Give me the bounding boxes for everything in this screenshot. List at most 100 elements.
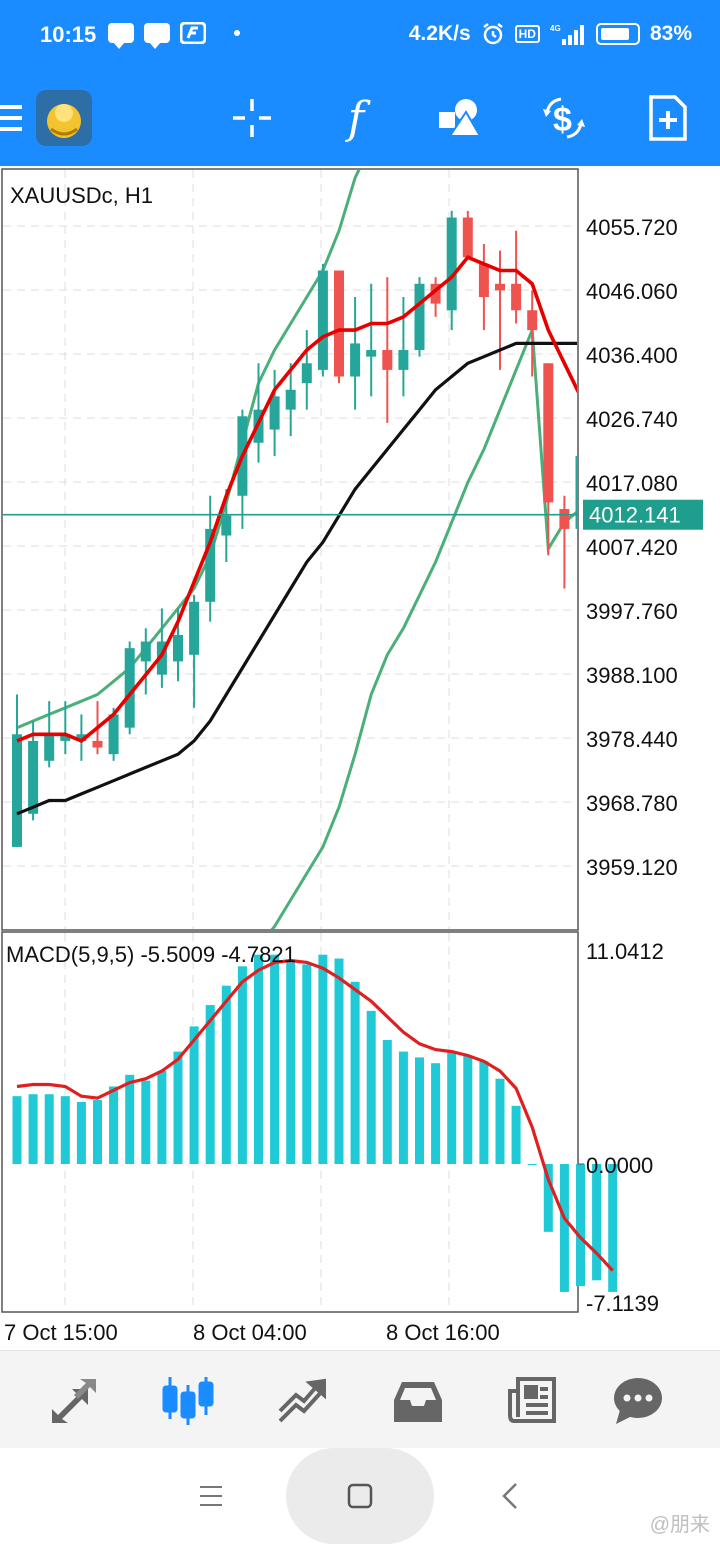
current-price-label: 4012.141 bbox=[589, 503, 681, 528]
battery-level: 83% bbox=[649, 22, 692, 45]
app-notification-icon bbox=[180, 22, 206, 44]
macd-label: MACD(5,9,5) -5.5009 -4.7821 bbox=[6, 942, 296, 967]
candle-bull bbox=[285, 389, 296, 410]
macd-histogram-bar bbox=[527, 1164, 537, 1165]
macd-histogram-bar bbox=[12, 1096, 22, 1164]
candle-bull bbox=[575, 456, 577, 529]
trade-nav-icon[interactable] bbox=[272, 1371, 332, 1431]
macd-histogram-bar bbox=[237, 966, 247, 1164]
candle-bear bbox=[495, 283, 505, 291]
news-icon[interactable] bbox=[502, 1371, 562, 1431]
message-icon bbox=[108, 23, 134, 49]
price-axis-label: 3959.120 bbox=[586, 855, 678, 880]
metatrader-logo-icon[interactable] bbox=[34, 88, 94, 148]
macd-histogram-bar bbox=[543, 1164, 553, 1232]
candle-bull bbox=[156, 641, 167, 675]
candles bbox=[12, 210, 577, 847]
macd-axis-label: 0.0000 bbox=[586, 1153, 653, 1178]
menu-icon[interactable] bbox=[0, 88, 46, 148]
macd-histogram-bar bbox=[141, 1080, 151, 1164]
macd-histogram-bar bbox=[270, 954, 280, 1164]
macd-histogram-bar bbox=[431, 1063, 441, 1164]
price-axis-label: 4017.080 bbox=[586, 471, 678, 496]
signal-icon: 4G bbox=[550, 24, 584, 45]
alarm-icon bbox=[482, 23, 503, 45]
indicators-icon[interactable]: f bbox=[326, 88, 386, 148]
battery-icon bbox=[595, 23, 640, 45]
candle-bear bbox=[511, 283, 522, 311]
chart-area[interactable]: 4055.720 4046.060 4036.400 4026.740 4017.080… bbox=[0, 166, 720, 1350]
candle-bull bbox=[366, 350, 377, 357]
macd-histogram-bar bbox=[93, 1100, 102, 1164]
candle-bull bbox=[76, 734, 87, 741]
objects-icon[interactable] bbox=[430, 88, 490, 148]
indicators-glyph: f bbox=[347, 92, 365, 144]
candle-bull bbox=[269, 396, 280, 430]
history-icon[interactable] bbox=[388, 1371, 448, 1431]
status-right: 4.2K/s HD 4G 83% bbox=[409, 22, 692, 46]
macd-histogram-bar bbox=[511, 1105, 521, 1164]
macd-histogram-bar bbox=[350, 981, 360, 1164]
candle-bull bbox=[140, 641, 151, 662]
macd-histogram-bar bbox=[463, 1055, 473, 1164]
macd-histogram-bar bbox=[495, 1078, 505, 1164]
macd-histogram-bar bbox=[318, 954, 328, 1164]
candle-bear bbox=[478, 263, 489, 298]
bollinger-bands bbox=[16, 170, 577, 929]
quotes-icon[interactable] bbox=[44, 1371, 104, 1431]
candle-bull bbox=[414, 283, 425, 351]
ma-black-line bbox=[16, 341, 577, 816]
bollinger-upper-line bbox=[16, 170, 577, 730]
bollinger-lower-line bbox=[270, 329, 577, 929]
price-axis-label: 3988.100 bbox=[586, 663, 678, 688]
macd-axis-label: 11.0412 bbox=[586, 939, 664, 964]
top-toolbar: f $ bbox=[0, 70, 720, 166]
new-order-icon[interactable] bbox=[638, 88, 698, 148]
chart-svg[interactable]: 4055.720 4046.060 4036.400 4026.740 4017.080… bbox=[0, 166, 720, 1350]
candle-bear bbox=[527, 310, 538, 331]
candle-bull bbox=[398, 350, 409, 370]
macd-histogram-bar bbox=[559, 1164, 569, 1292]
candle-bull bbox=[173, 634, 183, 662]
crosshair-icon[interactable] bbox=[222, 88, 282, 148]
time-axis-label: 8 Oct 04:00 bbox=[193, 1320, 307, 1345]
back-icon[interactable] bbox=[500, 1482, 522, 1510]
hd-icon: HD bbox=[514, 25, 540, 43]
candle-bull bbox=[221, 515, 232, 536]
candle-bull bbox=[28, 740, 39, 814]
macd-histogram-bar bbox=[479, 1061, 489, 1164]
candle-bull bbox=[124, 648, 135, 728]
macd-histogram-bar bbox=[44, 1094, 54, 1164]
candle-bull bbox=[189, 601, 200, 655]
macd-histogram-bar bbox=[109, 1086, 119, 1164]
home-icon[interactable] bbox=[347, 1483, 373, 1509]
macd-histogram-bar bbox=[125, 1074, 135, 1164]
price-axis-label: 4007.420 bbox=[586, 535, 678, 560]
watermark: @朋来 bbox=[649, 1514, 710, 1536]
bottom-navigation bbox=[0, 1350, 720, 1449]
messages-icon[interactable] bbox=[608, 1371, 668, 1431]
macd-histogram-bar bbox=[592, 1164, 602, 1281]
candle-bear bbox=[543, 363, 554, 503]
macd-histogram-bar bbox=[157, 1070, 167, 1164]
system-navigation bbox=[0, 1448, 720, 1544]
price-axis-label: 4036.400 bbox=[586, 343, 678, 368]
trade-icon[interactable]: $ bbox=[534, 88, 594, 148]
macd-histogram-bar bbox=[60, 1096, 70, 1164]
macd-histogram-bar bbox=[173, 1051, 183, 1164]
price-axis-label: 4046.060 bbox=[586, 279, 678, 304]
recents-icon[interactable] bbox=[198, 1484, 224, 1508]
macd-histogram-bar bbox=[576, 1164, 585, 1287]
price-axis-label: 4026.740 bbox=[586, 407, 678, 432]
macd-histogram-bar bbox=[398, 1051, 408, 1164]
candle-bull bbox=[12, 734, 22, 847]
chart-icon[interactable] bbox=[158, 1371, 218, 1431]
candle-bull bbox=[60, 734, 71, 741]
dot-icon bbox=[234, 30, 240, 36]
home-button-pill[interactable] bbox=[286, 1448, 434, 1544]
ma-red-line bbox=[16, 255, 577, 743]
network-speed: 4.2K/s bbox=[408, 22, 471, 45]
candle-bull bbox=[317, 270, 328, 370]
price-axis-label: 4055.720 bbox=[586, 215, 678, 240]
time-axis-label: 8 Oct 16:00 bbox=[386, 1320, 500, 1345]
